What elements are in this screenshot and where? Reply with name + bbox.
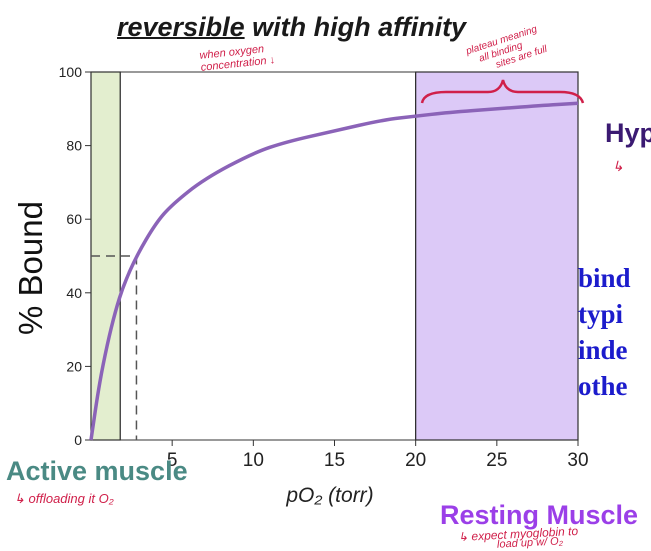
subtitle-rest: with high affinity (244, 12, 467, 42)
side-text-line: inde (578, 335, 628, 365)
y-tick-label: 20 (66, 358, 82, 374)
side-heading-fragment: Hyp (605, 118, 651, 148)
x-axis-label: pO₂ (torr) (285, 484, 373, 507)
axis-ticks: 0 20 40 60 80 100 5 10 15 20 25 30 (59, 64, 589, 471)
x-tick-label: 30 (567, 450, 588, 471)
y-tick-label: 40 (66, 285, 82, 301)
subtitle: reversible with high affinity (117, 12, 466, 43)
x-tick-label: 10 (243, 450, 264, 471)
side-handwritten-fragment: ↳ (612, 158, 624, 174)
side-text-line: othe (578, 371, 628, 401)
y-axis-label: % Bound (12, 201, 49, 335)
side-text-line: typi (578, 299, 624, 329)
x-tick-label: 25 (486, 450, 507, 471)
resting-muscle-label: Resting Muscle (440, 500, 639, 530)
x-tick-label: 5 (167, 450, 178, 471)
subtitle-underlined: reversible (117, 12, 245, 42)
x-tick-label: 15 (324, 450, 345, 471)
plateau-brace (420, 79, 585, 104)
y-tick-label: 100 (59, 64, 83, 80)
binding-curve (89, 101, 579, 441)
y-tick-label: 60 (66, 211, 82, 227)
x-tick-label: 20 (405, 450, 426, 471)
side-text-line: bind (578, 263, 631, 293)
y-tick-label: 80 (66, 138, 82, 154)
resting-muscle-note-2: load up w/ O₂ (496, 535, 564, 551)
resting-muscle-region (415, 71, 579, 441)
active-muscle-label: Active muscle (6, 456, 188, 486)
y-tick-label: 0 (74, 432, 82, 448)
active-muscle-note: ↳ offloading it O₂ (14, 491, 114, 506)
